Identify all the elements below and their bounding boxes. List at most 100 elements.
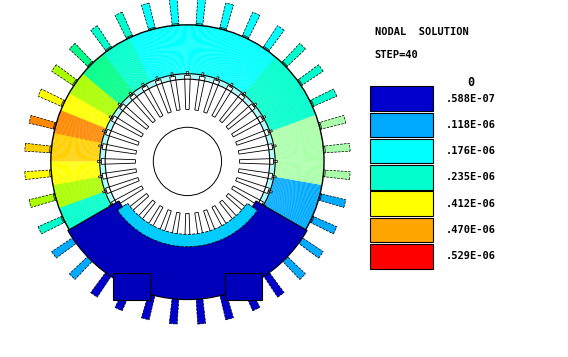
Wedge shape: [118, 216, 122, 220]
Wedge shape: [186, 247, 189, 251]
Wedge shape: [227, 40, 250, 84]
Wedge shape: [63, 104, 108, 125]
Wedge shape: [259, 211, 300, 240]
Wedge shape: [272, 176, 276, 178]
Wedge shape: [91, 271, 112, 297]
FancyBboxPatch shape: [370, 218, 433, 242]
Wedge shape: [179, 25, 183, 74]
Wedge shape: [172, 26, 178, 74]
Circle shape: [154, 128, 221, 195]
Wedge shape: [263, 205, 306, 231]
Wedge shape: [269, 112, 315, 131]
Wedge shape: [275, 153, 324, 157]
Wedge shape: [178, 25, 182, 74]
Wedge shape: [80, 215, 119, 247]
Wedge shape: [52, 171, 101, 178]
Wedge shape: [54, 180, 102, 191]
Wedge shape: [83, 218, 122, 251]
Wedge shape: [49, 170, 52, 177]
Wedge shape: [131, 241, 152, 286]
FancyBboxPatch shape: [370, 191, 433, 216]
Wedge shape: [272, 126, 320, 140]
Wedge shape: [282, 256, 306, 280]
Wedge shape: [246, 60, 279, 97]
Wedge shape: [153, 29, 166, 76]
Wedge shape: [52, 147, 100, 153]
Wedge shape: [180, 249, 184, 298]
Wedge shape: [96, 59, 130, 96]
Wedge shape: [102, 169, 136, 179]
Wedge shape: [60, 193, 106, 213]
Wedge shape: [253, 216, 257, 220]
Wedge shape: [115, 236, 142, 278]
Wedge shape: [64, 102, 108, 125]
Wedge shape: [155, 28, 168, 76]
Wedge shape: [38, 89, 65, 107]
Wedge shape: [274, 177, 322, 187]
Wedge shape: [256, 215, 295, 246]
Wedge shape: [52, 170, 100, 176]
Wedge shape: [244, 57, 277, 95]
Wedge shape: [95, 226, 129, 263]
Wedge shape: [68, 94, 111, 119]
Wedge shape: [319, 193, 346, 207]
Wedge shape: [73, 85, 115, 113]
Wedge shape: [267, 104, 312, 125]
Wedge shape: [190, 25, 193, 74]
Wedge shape: [266, 200, 310, 223]
Wedge shape: [274, 141, 323, 149]
Wedge shape: [251, 67, 287, 102]
Wedge shape: [58, 116, 105, 133]
Wedge shape: [261, 208, 303, 235]
Wedge shape: [111, 234, 139, 276]
Wedge shape: [236, 233, 265, 275]
Wedge shape: [62, 106, 107, 127]
Wedge shape: [122, 238, 147, 282]
Wedge shape: [219, 94, 245, 123]
Wedge shape: [242, 35, 249, 39]
Wedge shape: [244, 227, 277, 265]
Wedge shape: [155, 80, 172, 113]
Wedge shape: [176, 249, 181, 298]
Wedge shape: [224, 241, 247, 285]
FancyBboxPatch shape: [370, 86, 433, 111]
Wedge shape: [207, 28, 219, 76]
Wedge shape: [323, 146, 325, 153]
Wedge shape: [282, 61, 287, 67]
Wedge shape: [274, 173, 323, 180]
Wedge shape: [102, 144, 136, 154]
Wedge shape: [81, 216, 119, 247]
Wedge shape: [85, 70, 122, 104]
Wedge shape: [237, 49, 266, 90]
Wedge shape: [144, 245, 161, 291]
Wedge shape: [155, 210, 172, 243]
Wedge shape: [223, 241, 243, 287]
Wedge shape: [127, 38, 150, 83]
Wedge shape: [51, 164, 100, 166]
Text: .588E-07: .588E-07: [446, 94, 496, 104]
Wedge shape: [199, 248, 207, 297]
Wedge shape: [273, 182, 320, 195]
Wedge shape: [268, 196, 313, 217]
Wedge shape: [74, 211, 115, 239]
Wedge shape: [269, 192, 315, 210]
Wedge shape: [173, 25, 179, 74]
Wedge shape: [63, 198, 108, 219]
Wedge shape: [265, 202, 308, 226]
Wedge shape: [264, 94, 307, 119]
Wedge shape: [172, 248, 178, 297]
Wedge shape: [177, 249, 181, 298]
Wedge shape: [257, 214, 296, 245]
Wedge shape: [143, 244, 160, 291]
Wedge shape: [252, 221, 289, 255]
Wedge shape: [262, 90, 304, 116]
Wedge shape: [197, 26, 204, 74]
Wedge shape: [156, 242, 159, 246]
Wedge shape: [274, 176, 322, 185]
Wedge shape: [203, 210, 220, 243]
Wedge shape: [52, 173, 101, 181]
Wedge shape: [91, 26, 112, 51]
Wedge shape: [101, 55, 132, 94]
Wedge shape: [257, 79, 297, 109]
Wedge shape: [132, 36, 152, 81]
